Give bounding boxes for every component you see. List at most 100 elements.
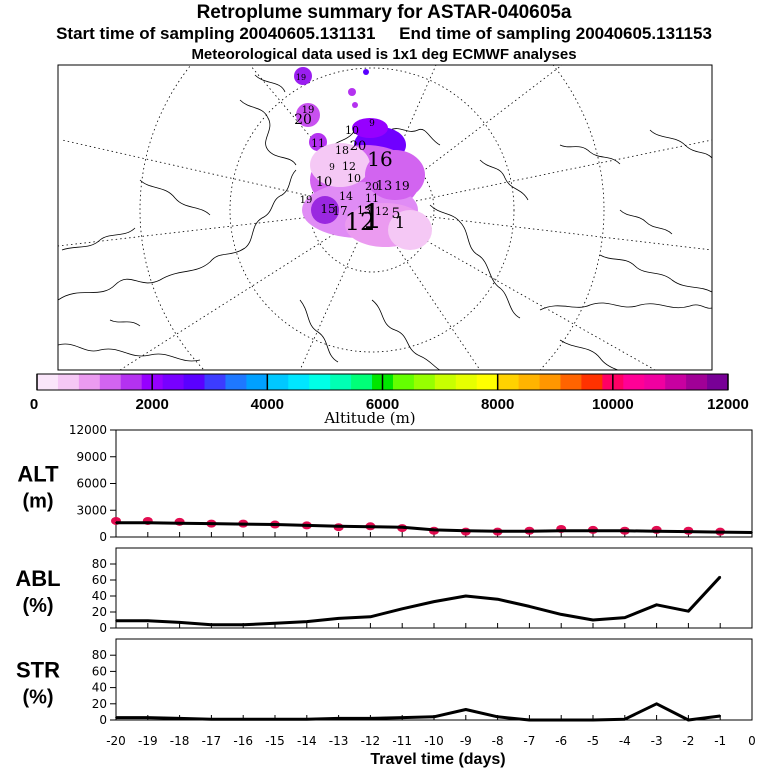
data-point — [433, 715, 435, 718]
colorbar-swatch — [78, 374, 101, 390]
colorbar-swatch — [455, 374, 478, 390]
plume-day-label: 14 — [339, 190, 353, 203]
y-axis-label: ALT — [17, 462, 59, 487]
plume-day-label: 20 — [294, 112, 312, 128]
data-point — [178, 522, 181, 524]
data-point — [592, 529, 594, 532]
plume-day-label: 12 — [342, 160, 356, 173]
colorbar-swatch — [623, 374, 645, 390]
colorbar-swatch — [476, 374, 499, 390]
data-point — [242, 523, 244, 525]
data-point — [655, 703, 658, 705]
data-point — [624, 529, 626, 532]
time-series-panels: 030006000900012000ALT(m)020406080ABL(%)0… — [15, 423, 755, 748]
colorbar-swatch — [183, 374, 206, 390]
plume-day-label: 19 — [300, 195, 313, 206]
plume-day-label: 11 — [311, 137, 325, 150]
colorbar-swatch — [120, 374, 143, 390]
data-point — [274, 718, 276, 720]
x-tick-label: -11 — [392, 734, 412, 748]
data-point — [147, 716, 149, 719]
x-tick-labels: -20 -19 -18 -17 -16 -15 -14 -13 -12 -11 -10 -9 -8 -7-… — [106, 734, 756, 748]
plume-day-label: 10 — [316, 175, 333, 190]
data-point — [210, 718, 213, 720]
colorbar-label: Altitude (m) — [323, 409, 415, 427]
x-tick-label: -3 — [651, 734, 663, 748]
colorbar-swatch — [267, 374, 289, 390]
chart-title: Retroplume summary for ASTAR-040605a — [196, 2, 572, 23]
data-point — [433, 529, 435, 531]
y-tick-label: 0 — [99, 530, 107, 544]
plume-blob — [352, 102, 358, 108]
colorbar-tick-label: 8000 — [481, 396, 514, 413]
altitude-colorbar: 0 2000 4000 6000 8000 10000 12000 Altitude (m) — [30, 373, 749, 427]
plume-day-label: 19 — [394, 179, 409, 193]
colorbar-swatch — [57, 374, 80, 390]
data-point — [592, 619, 594, 621]
y-tick-label: 80 — [92, 557, 107, 571]
y-tick-label: 3000 — [76, 503, 107, 517]
colorbar-swatch — [392, 374, 415, 390]
plume-day-label: 12 — [345, 208, 376, 236]
x-tick-label: -8 — [492, 734, 504, 748]
plume-day-label: 9 — [329, 163, 335, 173]
plume-day-label: 13 — [376, 179, 393, 194]
y-axis-unit: (%) — [22, 687, 53, 709]
end-time-label: End time of sampling 20040605.131153 — [399, 24, 712, 43]
data-point — [592, 719, 594, 721]
data-point — [560, 719, 562, 721]
data-point — [719, 531, 721, 533]
data-point — [306, 524, 308, 527]
colorbar-swatch — [351, 374, 373, 390]
plume-day-label: 13 — [357, 204, 371, 217]
y-tick-label: 6000 — [76, 477, 107, 491]
plume-day-label: 11 — [365, 192, 379, 205]
plume-blobs — [294, 67, 432, 250]
data-point — [210, 522, 213, 525]
colorbar-swatch — [37, 374, 59, 390]
x-tick-label: 0 — [748, 734, 756, 748]
colorbar-swatch — [497, 374, 520, 390]
x-tick-label: -18 — [170, 734, 190, 748]
data-point — [560, 613, 562, 616]
y-tick-label: 60 — [92, 573, 107, 587]
y-tick-label: 9000 — [76, 450, 107, 464]
colorbar-swatch — [99, 374, 122, 390]
data-point — [147, 620, 149, 622]
x-tick-label: -19 — [138, 734, 158, 748]
y-tick-label: 40 — [92, 681, 107, 695]
data-point — [337, 525, 340, 528]
colorbar-swatch — [309, 374, 331, 390]
data-point — [115, 521, 117, 524]
data-point — [687, 530, 690, 533]
panel-frame — [115, 547, 753, 629]
data-point — [401, 526, 404, 528]
colorbar-swatch — [413, 374, 436, 390]
data-point — [369, 717, 372, 720]
plume-day-label: 19 — [302, 105, 315, 116]
y-tick-label: 20 — [92, 605, 107, 619]
x-tick-label: -7 — [523, 734, 535, 748]
plume-blob — [363, 69, 369, 75]
data-point — [687, 610, 690, 612]
data-point — [433, 600, 435, 603]
data-point — [528, 605, 531, 608]
colorbar-swatch — [518, 374, 541, 390]
data-point — [719, 715, 721, 717]
series-line-str — [116, 702, 721, 722]
y-axis-unit: (%) — [22, 595, 53, 617]
plume-day-label: 12 — [375, 205, 389, 218]
data-point — [465, 529, 467, 532]
data-point — [178, 621, 181, 624]
plume-blob — [388, 210, 432, 250]
x-tick-label: -17 — [202, 734, 222, 748]
plume-day-label: 5 — [392, 206, 401, 222]
met-data-subtitle: Meteorological data used is 1x1 deg ECMW… — [191, 46, 577, 63]
data-point — [719, 576, 721, 578]
data-point — [178, 717, 181, 720]
data-point — [274, 523, 276, 526]
plume-day-label: 20 — [350, 139, 367, 154]
colorbar-swatch — [162, 374, 185, 390]
data-point — [496, 715, 499, 718]
